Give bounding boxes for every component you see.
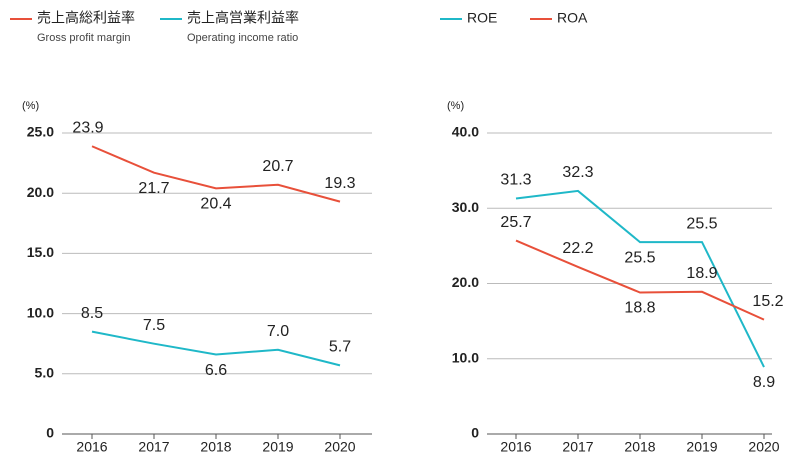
- data-label: 15.2: [752, 293, 783, 310]
- x-tick-label: 2018: [200, 439, 231, 455]
- data-label: 7.5: [143, 317, 165, 334]
- data-label: 32.3: [562, 164, 593, 181]
- x-tick-label: 2017: [138, 439, 169, 455]
- y-tick-label: 25.0: [27, 124, 54, 140]
- data-label: 5.7: [329, 339, 351, 356]
- x-tick-label: 2016: [500, 439, 531, 455]
- data-label: 25.5: [624, 249, 655, 266]
- y-tick-label: 5.0: [35, 365, 55, 381]
- y-tick-label: 20.0: [27, 184, 54, 200]
- data-label: 6.6: [205, 362, 227, 379]
- y-unit: (%): [22, 100, 39, 112]
- x-tick-label: 2020: [324, 439, 355, 455]
- legend-label: ROA: [557, 10, 588, 26]
- data-label: 8.9: [753, 374, 775, 391]
- x-tick-label: 2017: [562, 439, 593, 455]
- data-label: 31.3: [500, 172, 531, 189]
- legend-label: 売上高総利益率: [37, 10, 135, 26]
- data-label: 21.7: [138, 180, 169, 197]
- x-tick-label: 2019: [686, 439, 717, 455]
- y-tick-label: 0: [471, 425, 479, 441]
- data-label: 22.2: [562, 240, 593, 257]
- x-tick-label: 2018: [624, 439, 655, 455]
- line: [515, 189, 765, 368]
- y-tick-label: 10.0: [452, 349, 479, 365]
- x-tick-label: 2016: [76, 439, 107, 455]
- data-label: 25.7: [500, 214, 531, 231]
- data-label: 19.3: [324, 175, 355, 192]
- y-tick-label: 15.0: [27, 244, 54, 260]
- y-tick-label: 20.0: [452, 274, 479, 290]
- data-label: 18.8: [624, 300, 655, 317]
- legend-label: ROE: [467, 10, 497, 26]
- data-label: 18.9: [686, 265, 717, 282]
- data-label: 7.0: [267, 323, 289, 340]
- data-label: 23.9: [72, 119, 103, 136]
- data-label: 20.4: [200, 196, 231, 213]
- data-label: 8.5: [81, 305, 103, 322]
- y-tick-label: 0: [46, 425, 54, 441]
- line: [91, 330, 341, 367]
- legend-sublabel: Gross profit margin: [37, 32, 131, 44]
- legend-sublabel: Operating income ratio: [187, 32, 298, 44]
- data-label: 20.7: [262, 158, 293, 175]
- y-unit: (%): [447, 100, 464, 112]
- y-tick-label: 10.0: [27, 304, 54, 320]
- x-tick-label: 2020: [748, 439, 779, 455]
- y-tick-label: 30.0: [452, 199, 479, 215]
- legend-label: 売上高営業利益率: [187, 10, 299, 26]
- x-tick-label: 2019: [262, 439, 293, 455]
- data-label: 25.5: [686, 215, 717, 232]
- y-tick-label: 40.0: [452, 124, 479, 140]
- line: [515, 239, 765, 321]
- line: [91, 145, 341, 203]
